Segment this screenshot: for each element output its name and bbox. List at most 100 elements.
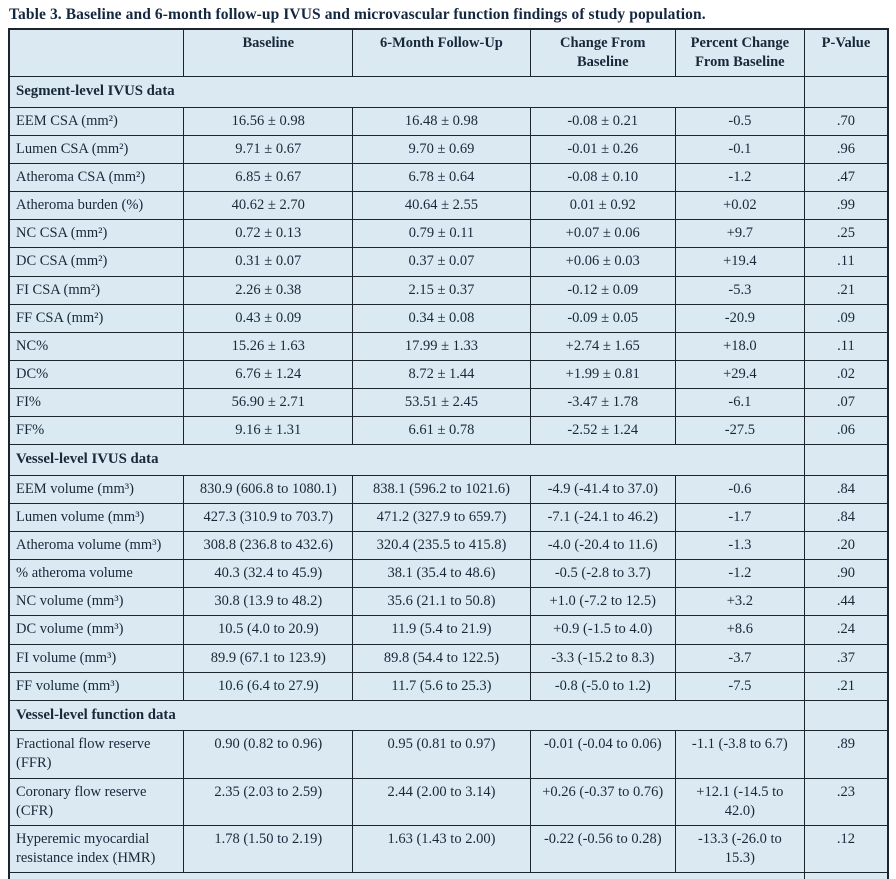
table-row: FF volume (mm³) 10.6 (6.4 to 27.9) 11.7 (5… [8, 671, 889, 701]
p-value: .47 [803, 163, 889, 193]
p-value: .44 [803, 587, 889, 617]
followup-value: 16.48 ± 0.98 [352, 106, 531, 136]
followup-value: 9.70 ± 0.69 [352, 134, 531, 165]
pct-change-value: +29.4 [674, 359, 805, 390]
change-value: +0.9 (-1.5 to 4.0) [529, 615, 676, 645]
table-row: Hyperemic myocardial resistance index (H… [8, 824, 889, 874]
followup-value: 471.2 (327.9 to 659.7) [352, 502, 531, 533]
change-value: +1.99 ± 0.81 [529, 359, 676, 390]
followup-value: 838.1 (596.2 to 1021.6) [352, 474, 531, 504]
table-footnote: Data are mean ± standard deviation or me… [8, 872, 805, 879]
row-label: FF% [8, 416, 185, 446]
baseline-value: 830.9 (606.8 to 1080.1) [183, 474, 354, 504]
table-row: Atheroma burden (%) 40.62 ± 2.70 40.64 ± 2… [8, 191, 889, 221]
row-label: NC CSA (mm²) [8, 219, 185, 249]
pct-change-value: +9.7 [674, 219, 805, 249]
table-row: Coronary flow reserve (CFR) 2.35 (2.03 to… [8, 777, 889, 826]
change-value: +0.06 ± 0.03 [529, 247, 676, 277]
pct-change-value: -20.9 [674, 303, 805, 333]
table-row: DC volume (mm³) 10.5 (4.0 to 20.9) 11.9 (5… [8, 615, 889, 645]
baseline-value: 0.72 ± 0.13 [183, 219, 354, 249]
followup-value: 2.15 ± 0.37 [352, 275, 531, 305]
p-value: .20 [803, 531, 889, 561]
pct-change-value: +8.6 [674, 615, 805, 645]
row-label: FF volume (mm³) [8, 671, 185, 701]
row-label: NC volume (mm³) [8, 587, 185, 617]
baseline-value: 308.8 (236.8 to 432.6) [183, 531, 354, 561]
p-value: .25 [803, 219, 889, 249]
p-value: .09 [803, 303, 889, 333]
followup-value: 11.9 (5.4 to 21.9) [352, 615, 531, 645]
pct-change-value: -0.6 [674, 474, 805, 504]
row-label: DC CSA (mm²) [8, 247, 185, 277]
p-value: .84 [803, 502, 889, 533]
followup-value: 53.51 ± 2.45 [352, 388, 531, 418]
p-value: .12 [803, 824, 889, 874]
table-row: FI volume (mm³) 89.9 (67.1 to 123.9) 89.8 … [8, 643, 889, 673]
followup-value: 6.61 ± 0.78 [352, 416, 531, 446]
pct-change-value: -13.3 (-26.0 to 15.3) [674, 824, 805, 874]
followup-value: 320.4 (235.5 to 415.8) [352, 531, 531, 561]
followup-value: 6.78 ± 0.64 [352, 163, 531, 193]
table-row: NC CSA (mm²) 0.72 ± 0.13 0.79 ± 0.11 +0.07 … [8, 219, 889, 249]
change-value: -0.8 (-5.0 to 1.2) [529, 671, 676, 701]
p-value: .06 [803, 416, 889, 446]
table-row: FI CSA (mm²) 2.26 ± 0.38 2.15 ± 0.37 -0.12 … [8, 275, 889, 305]
row-label: EEM volume (mm³) [8, 474, 185, 504]
baseline-value: 427.3 (310.9 to 703.7) [183, 502, 354, 533]
section-header: Segment-level IVUS data [8, 76, 805, 108]
baseline-value: 6.76 ± 1.24 [183, 359, 354, 390]
table-row: NC% 15.26 ± 1.63 17.99 ± 1.33 +2.74 ± 1.65 +… [8, 331, 889, 361]
change-value: +2.74 ± 1.65 [529, 331, 676, 361]
column-header-baseline: Baseline [183, 28, 354, 78]
change-value: +0.07 ± 0.06 [529, 219, 676, 249]
table-row: Fractional flow reserve (FFR) 0.90 (0.82 … [8, 730, 889, 779]
change-value: -0.22 (-0.56 to 0.28) [529, 824, 676, 874]
change-value: -0.5 (-2.8 to 3.7) [529, 559, 676, 589]
section-header-row: Vessel-level IVUS data [8, 444, 889, 476]
column-header-followup: 6-Month Follow-Up [352, 28, 531, 78]
change-value: -0.09 ± 0.05 [529, 303, 676, 333]
followup-value: 8.72 ± 1.44 [352, 359, 531, 390]
table-row: NC volume (mm³) 30.8 (13.9 to 48.2) 35.6 (… [8, 587, 889, 617]
p-value: .89 [803, 730, 889, 779]
change-value: -3.3 (-15.2 to 8.3) [529, 643, 676, 673]
table-row: Lumen volume (mm³) 427.3 (310.9 to 703.7)… [8, 502, 889, 533]
baseline-value: 30.8 (13.9 to 48.2) [183, 587, 354, 617]
baseline-value: 0.90 (0.82 to 0.96) [183, 730, 354, 779]
p-value: .21 [803, 671, 889, 701]
section-empty-cell [803, 444, 889, 476]
row-label: EEM CSA (mm²) [8, 106, 185, 136]
section-empty-cell [803, 76, 889, 108]
p-value: .21 [803, 275, 889, 305]
p-value: .11 [803, 247, 889, 277]
baseline-value: 15.26 ± 1.63 [183, 331, 354, 361]
followup-value: 89.8 (54.4 to 122.5) [352, 643, 531, 673]
row-label: DC volume (mm³) [8, 615, 185, 645]
row-label: FI% [8, 388, 185, 418]
baseline-value: 0.31 ± 0.07 [183, 247, 354, 277]
column-header-pvalue: P-Value [803, 28, 889, 78]
pct-change-value: -1.2 [674, 559, 805, 589]
followup-value: 35.6 (21.1 to 50.8) [352, 587, 531, 617]
row-label: FI CSA (mm²) [8, 275, 185, 305]
followup-value: 0.37 ± 0.07 [352, 247, 531, 277]
row-label: Lumen CSA (mm²) [8, 134, 185, 165]
section-header: Vessel-level IVUS data [8, 444, 805, 476]
baseline-value: 10.5 (4.0 to 20.9) [183, 615, 354, 645]
followup-value: 38.1 (35.4 to 48.6) [352, 559, 531, 589]
row-label: Atheroma CSA (mm²) [8, 163, 185, 193]
column-header-change: Change From Baseline [529, 28, 676, 78]
baseline-value: 10.6 (6.4 to 27.9) [183, 671, 354, 701]
baseline-value: 0.43 ± 0.09 [183, 303, 354, 333]
pct-change-value: -1.7 [674, 502, 805, 533]
change-value: -7.1 (-24.1 to 46.2) [529, 502, 676, 533]
column-header-pct-change: Percent Change From Baseline [674, 28, 805, 78]
pct-change-value: -1.1 (-3.8 to 6.7) [674, 730, 805, 779]
p-value: .96 [803, 134, 889, 165]
table-header: Baseline 6-Month Follow-Up Change From B… [8, 28, 889, 78]
baseline-value: 9.16 ± 1.31 [183, 416, 354, 446]
followup-value: 11.7 (5.6 to 25.3) [352, 671, 531, 701]
table-row: FF% 9.16 ± 1.31 6.61 ± 0.78 -2.52 ± 1.24 -27… [8, 416, 889, 446]
